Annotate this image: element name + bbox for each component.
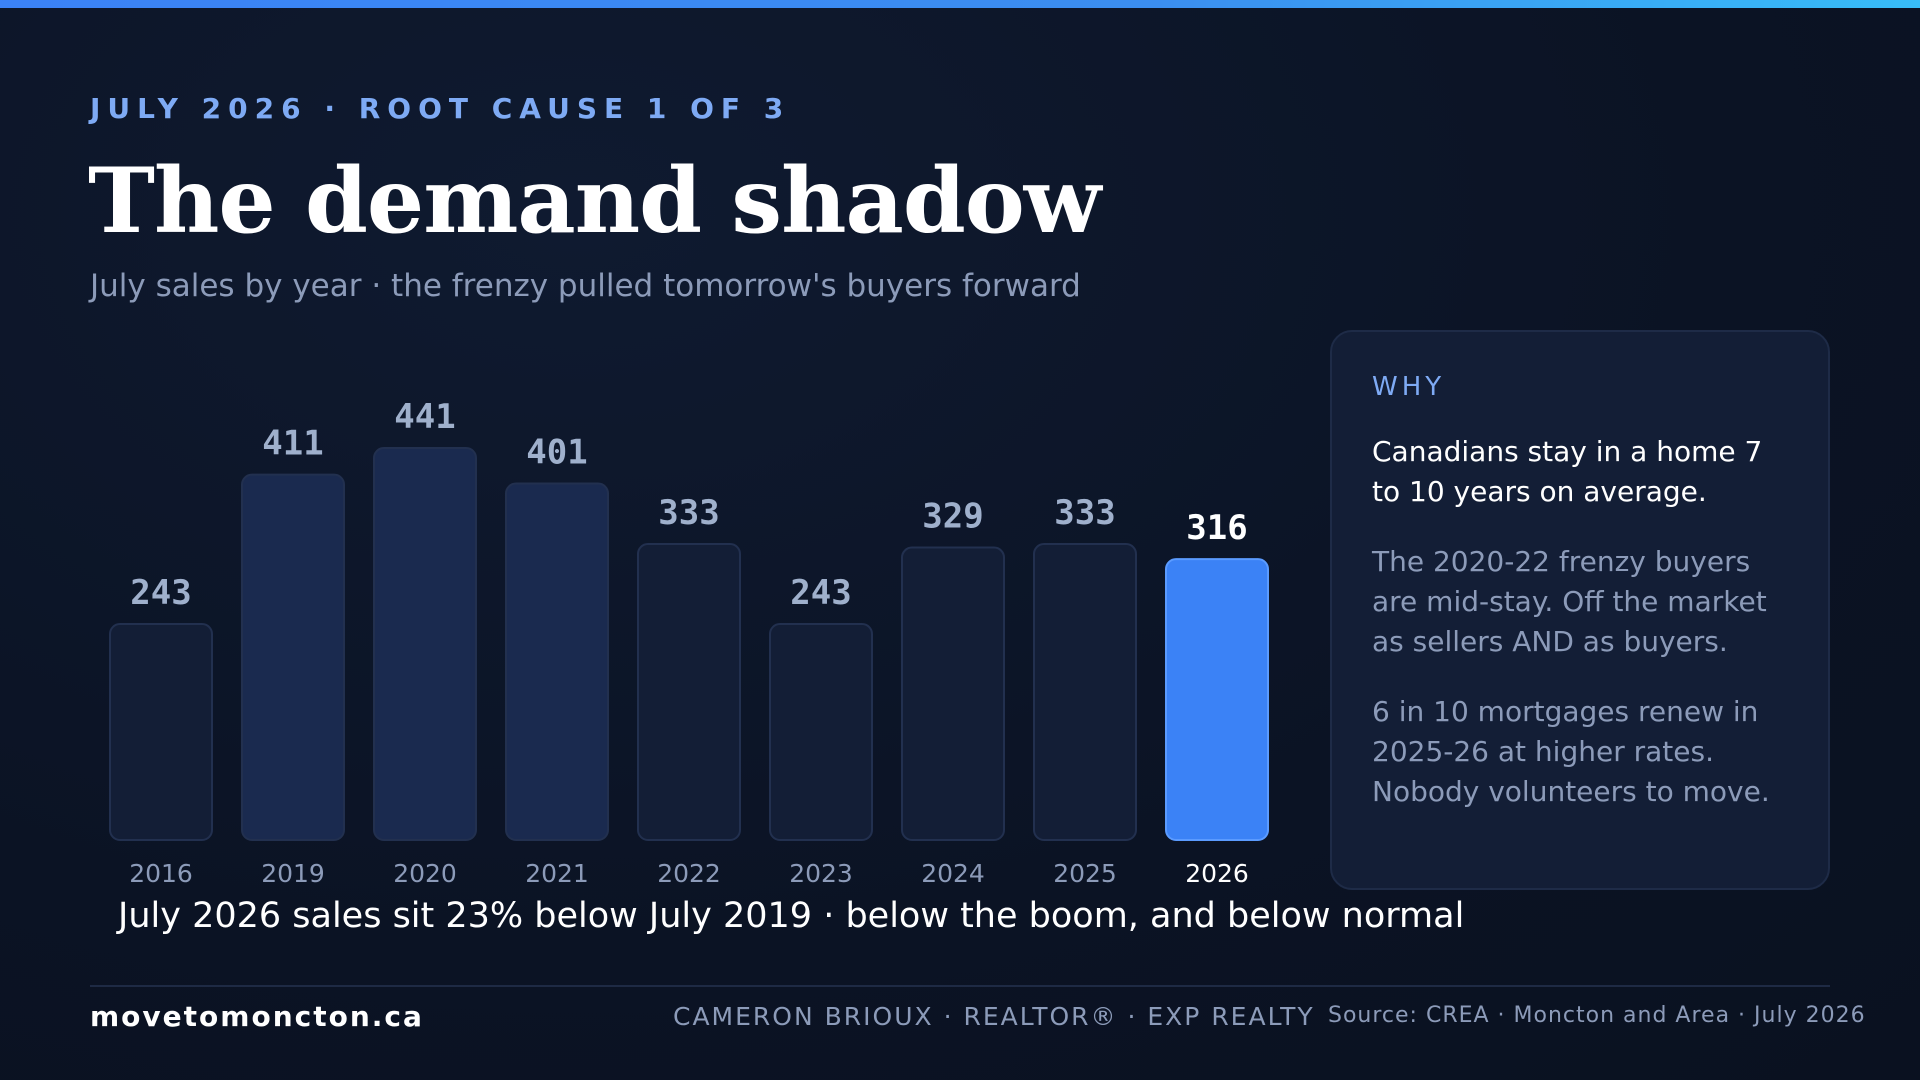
bar-value-label-2019: 411 [262, 424, 323, 464]
footer-divider [90, 985, 1830, 987]
bar-2016 [109, 623, 213, 841]
x-tick-label-2026: 2026 [1185, 859, 1249, 888]
why-lead-text: Canadians stay in a home 7 to 10 years o… [1372, 435, 1763, 508]
bar-2023 [769, 623, 873, 841]
x-tick-label-2020: 2020 [393, 859, 457, 888]
bar-value-label-2022: 333 [658, 493, 719, 533]
accent-top-bar [0, 0, 1920, 8]
x-tick-label-2016: 2016 [129, 859, 193, 888]
footer-agent-credit: CAMERON BRIOUX · REALTOR® · EXP REALTY [673, 1002, 1315, 1031]
bar-2026 [1165, 558, 1269, 841]
sales-bar-chart: 243 2016 411 2019 441 2020 401 2021 333 2022 243 20… [109, 397, 1269, 888]
x-tick-label-2021: 2021 [525, 859, 589, 888]
footer-source: Source: CREA · Moncton and Area · July 2… [1328, 1003, 1866, 1028]
eyebrow-label: JULY 2026 · ROOT CAUSE 1 OF 3 [90, 92, 791, 125]
why-paragraph-mortgages: 6 in 10 mortgages renew in 2025-26 at hi… [1372, 695, 1770, 808]
bar-2021 [505, 482, 609, 842]
bar-2019 [241, 473, 345, 842]
x-tick-label-2024: 2024 [921, 859, 985, 888]
bar-value-label-2023: 243 [790, 573, 851, 613]
chart-caption: July 2026 sales sit 23% below July 2019 … [118, 896, 1465, 936]
why-card: WHY Canadians stay in a home 7 to 10 yea… [1330, 330, 1830, 890]
bar-2022 [637, 543, 741, 841]
bar-2020 [373, 447, 477, 841]
page-subtitle: July sales by year · the frenzy pulled t… [90, 268, 1081, 304]
bar-value-label-2025: 333 [1054, 493, 1115, 533]
x-tick-label-2025: 2025 [1053, 859, 1117, 888]
x-tick-label-2019: 2019 [261, 859, 325, 888]
bar-value-label-2016: 243 [130, 573, 191, 613]
why-label: WHY [1372, 372, 1446, 402]
page-title: The demand shadow [88, 148, 1101, 254]
footer-website: movetomoncton.ca [90, 1000, 424, 1033]
bar-value-label-2021: 401 [526, 433, 587, 473]
x-tick-label-2022: 2022 [657, 859, 721, 888]
bar-value-label-2020: 441 [394, 397, 455, 437]
why-paragraph-frenzy: The 2020-22 frenzy buyers are mid-stay. … [1372, 545, 1767, 658]
bars-group: 243 2016 411 2019 441 2020 401 2021 333 2022 243 20… [109, 397, 1269, 888]
bar-2024 [901, 546, 1005, 842]
bar-2025 [1033, 543, 1137, 841]
bar-value-label-2026: 316 [1186, 508, 1247, 548]
x-tick-label-2023: 2023 [789, 859, 853, 888]
bar-value-label-2024: 329 [922, 497, 983, 537]
